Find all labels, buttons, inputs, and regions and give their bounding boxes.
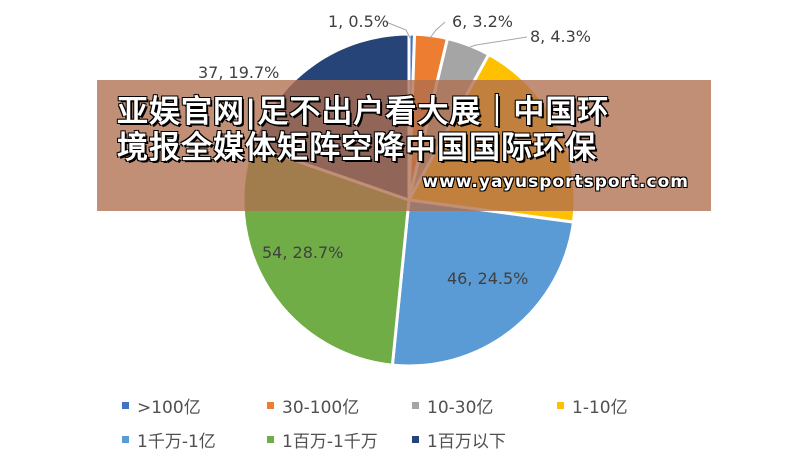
watermark-banner: 亚娱官网|足不出户看大展｜中国环 境报全媒体矩阵空降中国国际环保 www.yay… — [97, 80, 711, 211]
legend-item: 1百万-1千万 — [267, 427, 412, 452]
leader-line — [385, 21, 411, 39]
data-label: 1, 0.5% — [328, 12, 389, 31]
legend-swatch — [557, 401, 564, 409]
legend-item: 1千万-1亿 — [122, 427, 267, 452]
leader-line — [469, 36, 528, 48]
data-label: 6, 3.2% — [452, 12, 513, 31]
banner-title-line1: 亚娱官网|足不出户看大展｜中国环 — [117, 94, 610, 130]
data-label: 37, 19.7% — [198, 63, 279, 82]
legend-item: 1百万以下 — [412, 427, 557, 452]
banner-title: 亚娱官网|足不出户看大展｜中国环 境报全媒体矩阵空降中国国际环保 — [117, 94, 609, 166]
leader-line — [429, 21, 446, 39]
legend-label: 1百万以下 — [427, 431, 506, 452]
legend-swatch — [122, 435, 129, 443]
legend-swatch — [267, 435, 274, 443]
legend-item: 30-100亿 — [267, 393, 412, 418]
legend-label: 1百万-1千万 — [282, 431, 378, 452]
data-label: 54, 28.7% — [262, 243, 343, 262]
banner-url: www.yayusportsport.com — [422, 172, 689, 192]
pie-slice — [390, 198, 576, 368]
data-label: 8, 4.3% — [530, 27, 591, 46]
legend-label: 1千万-1亿 — [137, 431, 216, 452]
legend-swatch — [412, 435, 419, 443]
legend-label: 10-30亿 — [427, 397, 494, 418]
legend-label: 1-10亿 — [572, 397, 628, 418]
legend-item: 1-10亿 — [557, 393, 702, 418]
legend-swatch — [122, 401, 129, 409]
legend-swatch — [412, 401, 419, 409]
legend-item: 10-30亿 — [412, 393, 557, 418]
legend-label: >100亿 — [137, 397, 201, 418]
chart-legend: >100亿 30-100亿 10-30亿 1-10亿 1千万-1亿 1百万-1千万 1百万… — [122, 388, 742, 456]
legend-swatch — [267, 401, 274, 409]
banner-title-line2: 境报全媒体矩阵空降中国国际环保 — [117, 130, 597, 166]
legend-item: >100亿 — [122, 393, 267, 418]
data-label: 46, 24.5% — [447, 269, 528, 288]
legend-label: 30-100亿 — [282, 397, 360, 418]
